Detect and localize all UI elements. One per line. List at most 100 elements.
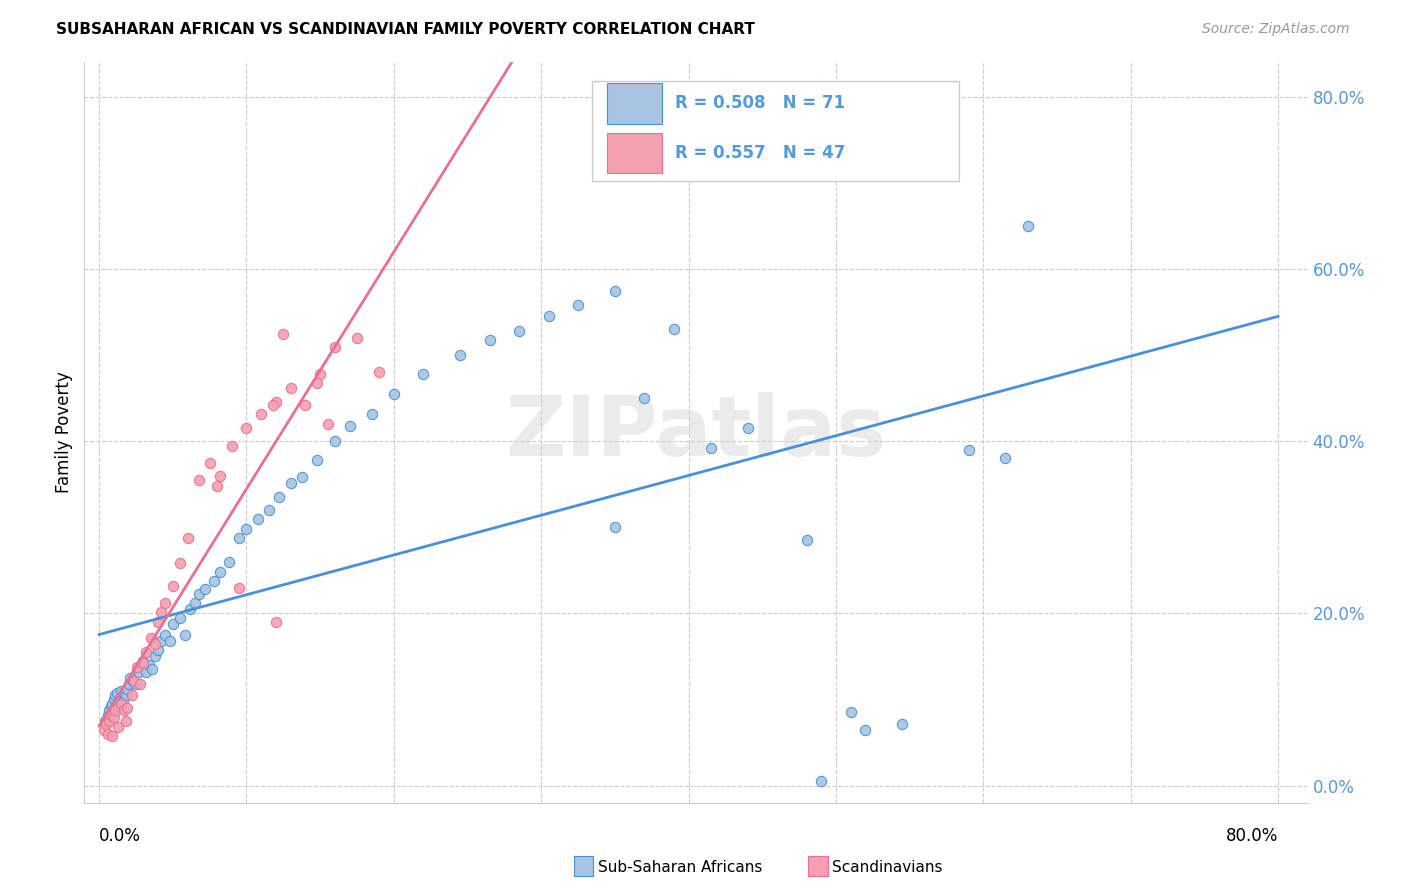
Point	[250, 407, 273, 421]
Point	[307, 453, 329, 467]
Point	[323, 339, 346, 353]
Point	[603, 284, 626, 298]
Point	[104, 703, 127, 717]
Point	[360, 407, 382, 421]
Point	[97, 727, 120, 741]
Point	[103, 709, 125, 723]
Point	[104, 688, 127, 702]
Point	[100, 699, 122, 714]
Text: ZIPatlas: ZIPatlas	[506, 392, 886, 473]
Point	[603, 520, 626, 534]
Point	[218, 555, 240, 569]
Point	[228, 531, 250, 545]
Point	[146, 642, 169, 657]
Point	[855, 723, 877, 737]
Point	[273, 326, 295, 341]
Point	[262, 398, 284, 412]
Point	[124, 673, 146, 688]
Point	[567, 298, 589, 312]
Point	[169, 557, 191, 571]
Point	[280, 381, 302, 395]
Point	[169, 611, 191, 625]
Point	[155, 628, 177, 642]
Point	[994, 451, 1017, 466]
Point	[202, 574, 225, 588]
Point	[96, 716, 118, 731]
Text: Scandinavians: Scandinavians	[832, 860, 943, 874]
Point	[194, 582, 217, 597]
Point	[117, 677, 139, 691]
Point	[508, 324, 530, 338]
Point	[247, 512, 270, 526]
Point	[323, 434, 346, 449]
Point	[111, 694, 134, 708]
Point	[198, 456, 221, 470]
Point	[127, 660, 149, 674]
Text: 80.0%: 80.0%	[1226, 827, 1278, 845]
Point	[205, 479, 228, 493]
Point	[235, 421, 257, 435]
Point	[138, 658, 160, 673]
Point	[184, 596, 207, 610]
Point	[103, 692, 125, 706]
Point	[107, 699, 129, 714]
Point	[188, 473, 211, 487]
Point	[105, 685, 128, 699]
Point	[100, 708, 122, 723]
Point	[368, 365, 391, 379]
Point	[125, 677, 148, 691]
Point	[115, 682, 138, 697]
Point	[412, 367, 434, 381]
Point	[146, 615, 169, 629]
Point	[188, 587, 211, 601]
Point	[633, 391, 655, 405]
Point	[257, 503, 280, 517]
Point	[93, 723, 115, 737]
Text: 0.0%: 0.0%	[98, 827, 141, 845]
Point	[173, 628, 195, 642]
Text: R = 0.508   N = 71: R = 0.508 N = 71	[675, 95, 845, 112]
Point	[382, 387, 405, 401]
Point	[346, 331, 368, 345]
Point	[139, 631, 162, 645]
Point	[101, 729, 124, 743]
Point	[307, 376, 329, 390]
Point	[118, 671, 141, 685]
Point	[110, 697, 132, 711]
Point	[143, 636, 166, 650]
Point	[150, 634, 173, 648]
Point	[135, 645, 157, 659]
Point	[114, 714, 136, 728]
Point	[839, 706, 862, 720]
Point	[699, 441, 721, 455]
Point	[957, 442, 980, 457]
Point	[155, 596, 177, 610]
Point	[662, 322, 685, 336]
FancyBboxPatch shape	[592, 81, 959, 181]
Point	[810, 774, 832, 789]
Point	[94, 714, 117, 728]
Point	[179, 602, 201, 616]
Point	[98, 703, 121, 717]
Point	[108, 692, 131, 706]
Point	[264, 395, 287, 409]
Point	[796, 533, 818, 548]
Text: SUBSAHARAN AFRICAN VS SCANDINAVIAN FAMILY POVERTY CORRELATION CHART: SUBSAHARAN AFRICAN VS SCANDINAVIAN FAMIL…	[56, 22, 755, 37]
Point	[537, 310, 560, 324]
Point	[114, 688, 136, 702]
FancyBboxPatch shape	[606, 133, 662, 174]
Point	[150, 605, 173, 619]
Point	[891, 716, 914, 731]
Point	[141, 662, 163, 676]
Point	[115, 701, 138, 715]
Point	[478, 333, 501, 347]
Point	[316, 417, 339, 431]
Point	[143, 649, 166, 664]
Point	[121, 688, 143, 702]
Point	[129, 677, 152, 691]
Point	[110, 684, 132, 698]
Point	[280, 475, 302, 490]
Point	[176, 531, 198, 545]
Point	[294, 398, 316, 412]
Text: Source: ZipAtlas.com: Source: ZipAtlas.com	[1202, 22, 1350, 37]
